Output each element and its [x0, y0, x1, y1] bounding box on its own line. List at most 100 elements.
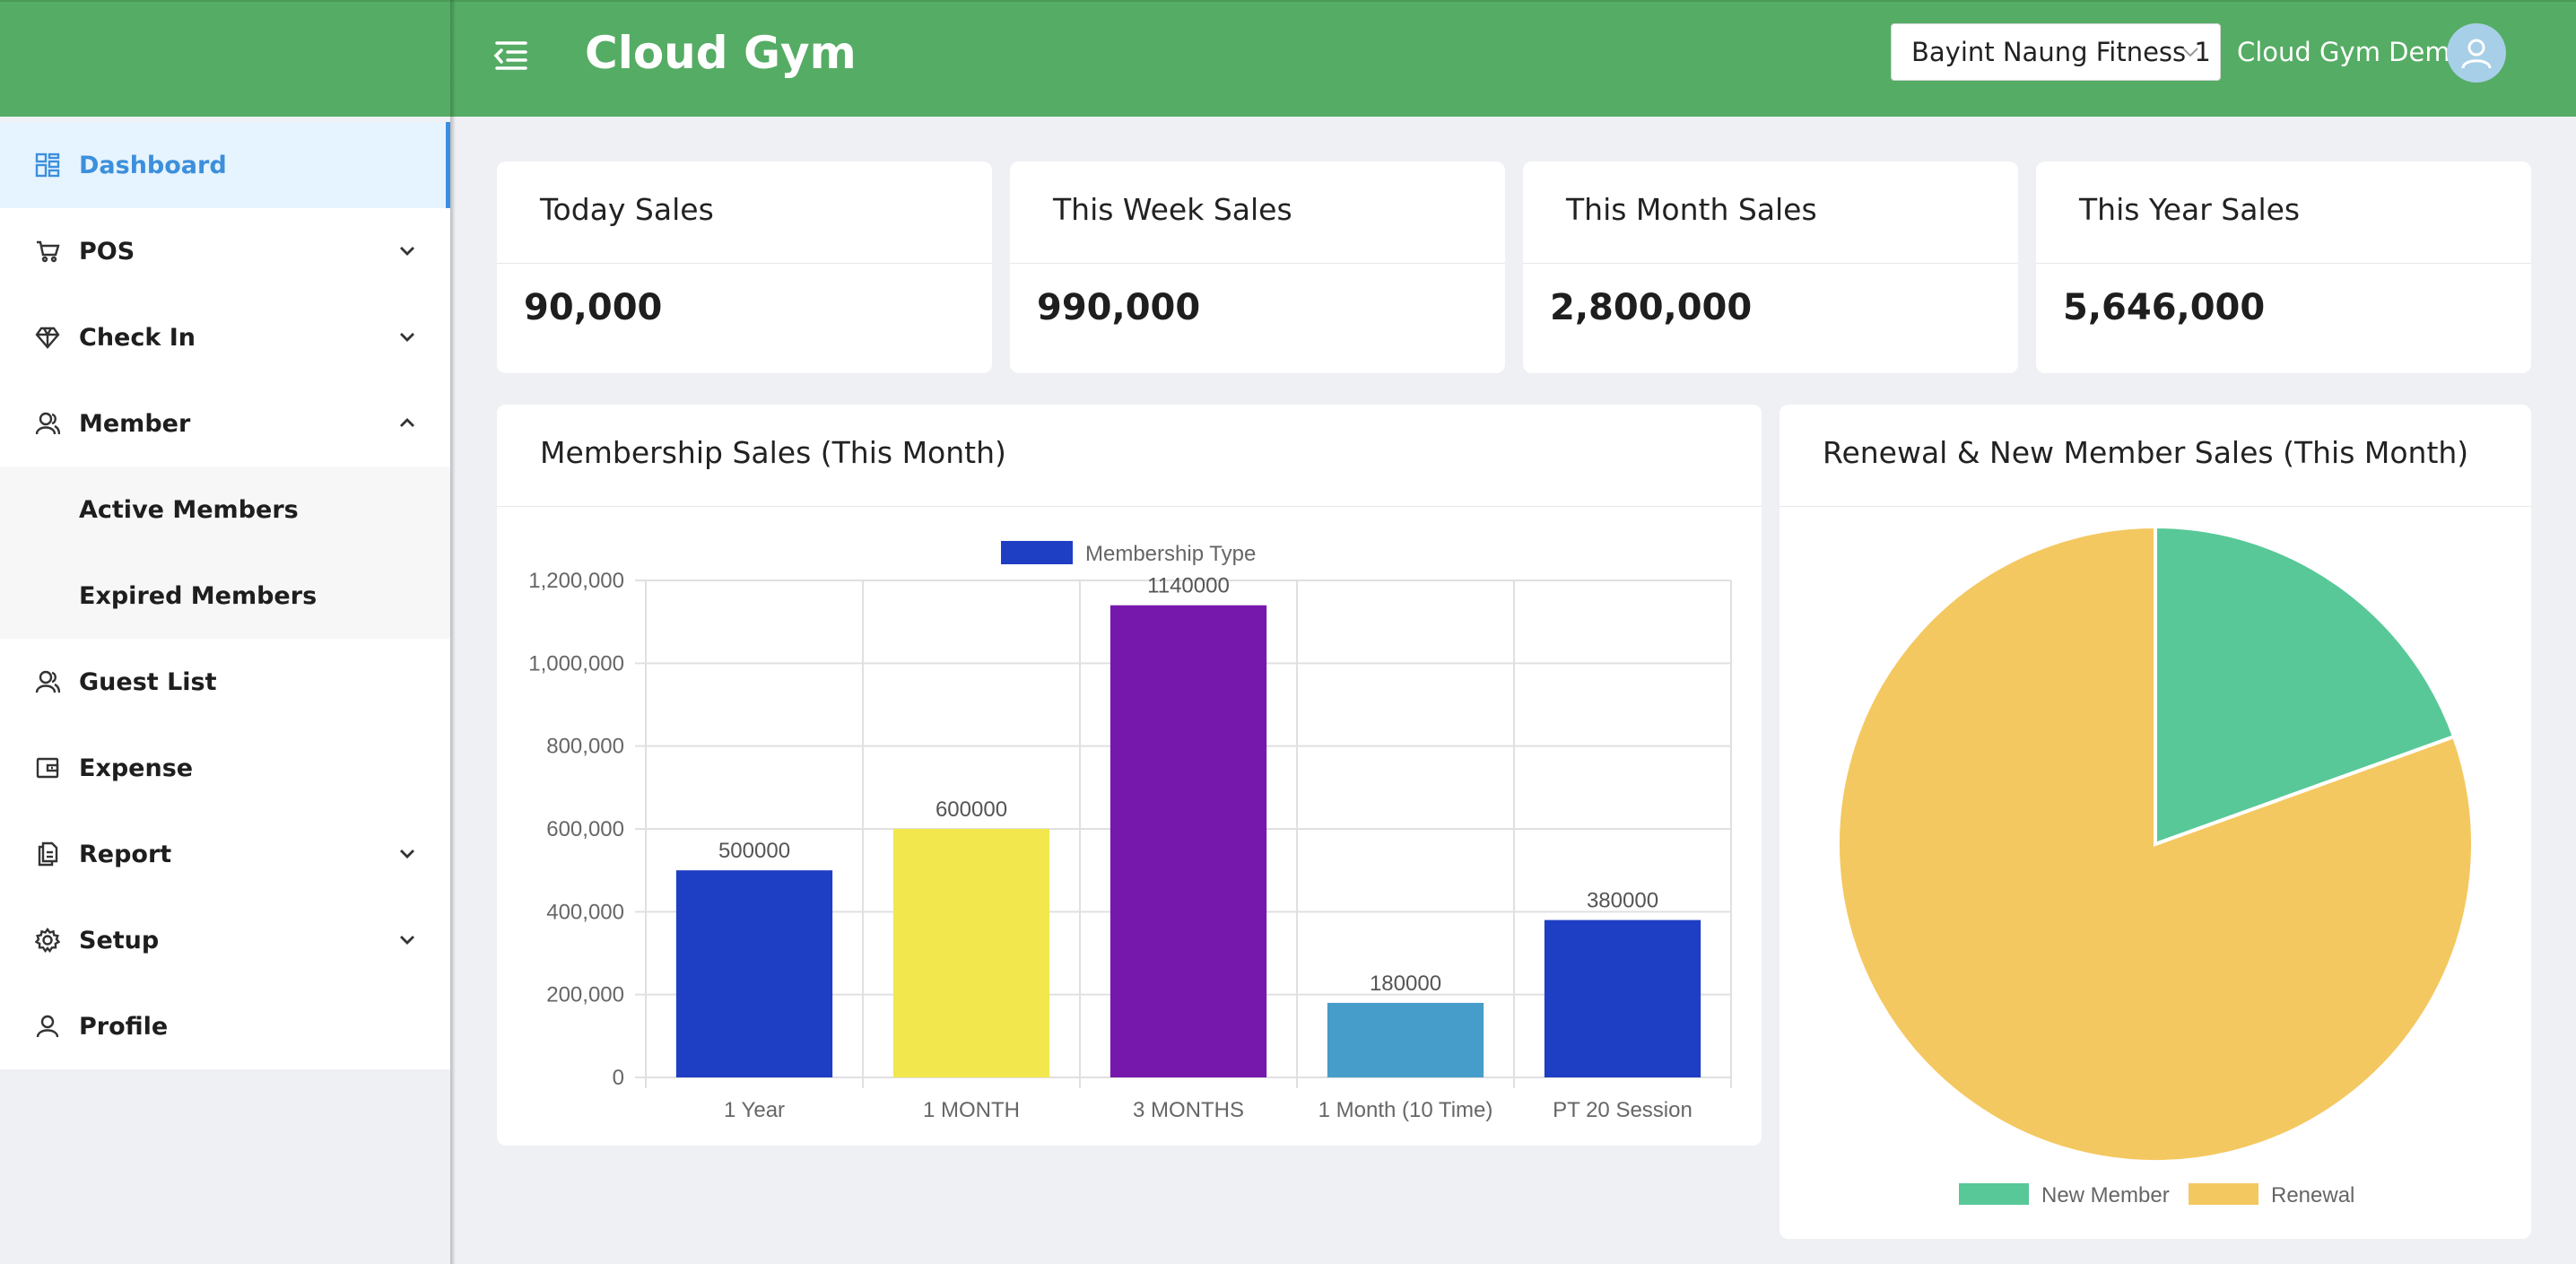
sidebar-item-setup[interactable]: Setup: [0, 897, 450, 983]
branch-select-value: Bayint Naung Fitness 1: [1911, 37, 2211, 67]
divider: [497, 506, 1762, 507]
chevron-down-icon: [2182, 48, 2198, 57]
bar[interactable]: [1327, 1002, 1484, 1077]
chevron-down-icon: [400, 936, 414, 945]
sidebar-item-member[interactable]: Member: [0, 380, 450, 466]
y-tick-label: 800,000: [546, 735, 624, 759]
pie-slice[interactable]: [2154, 524, 2457, 847]
x-tick-label: PT 20 Session: [1553, 1098, 1693, 1122]
x-tick-label: 1 Year: [724, 1098, 785, 1122]
side-menu: Dashboard POS Check In: [0, 122, 450, 1069]
sidebar-item-label: Report: [79, 840, 172, 868]
y-tick-label: 600,000: [546, 817, 624, 841]
bar[interactable]: [675, 870, 833, 1077]
users-icon: [32, 667, 63, 697]
top-bar: Cloud Gym Bayint Naung Fitness 1 Cloud G…: [0, 0, 2576, 117]
legend-label[interactable]: New Member: [2041, 1183, 2170, 1207]
diamond-icon: [32, 322, 63, 353]
legend-swatch[interactable]: [2189, 1183, 2258, 1205]
sidebar-item-report[interactable]: Report: [0, 811, 450, 897]
bar-value-label: 500000: [718, 839, 790, 863]
member-submenu: Active Members Expired Members: [0, 466, 450, 639]
sidebar-item-label: Expense: [79, 754, 194, 782]
x-tick-label: 1 Month (10 Time): [1318, 1098, 1493, 1122]
x-tick-label: 3 MONTHS: [1133, 1098, 1244, 1122]
sidebar-item-label: Guest List: [79, 667, 217, 696]
sidebar-item-label: Member: [79, 409, 191, 438]
sidebar-item-label: Check In: [79, 323, 196, 352]
avatar[interactable]: [2447, 23, 2506, 83]
sidebar-item-label: POS: [79, 237, 135, 266]
stat-value: 990,000: [1037, 287, 1201, 328]
bar-value-label: 380000: [1587, 889, 1658, 913]
stat-card-today: Today Sales 90,000: [497, 161, 992, 373]
sidebar-subitem-active-members[interactable]: Active Members: [79, 495, 299, 524]
stat-value: 2,800,000: [1550, 287, 1753, 328]
bar[interactable]: [892, 829, 1050, 1077]
sidebar: Dashboard POS Check In: [0, 117, 450, 1264]
legend-label[interactable]: Membership Type: [1085, 542, 1256, 566]
bar-value-label: 600000: [936, 798, 1007, 822]
report-icon: [32, 839, 63, 869]
stat-title: Today Sales: [540, 192, 714, 227]
legend-swatch[interactable]: [1001, 541, 1073, 564]
dashboard-icon: [32, 150, 63, 180]
renewal-pie-chart: New Member Renewal: [1836, 524, 2475, 1207]
bar-value-label: 1140000: [1147, 574, 1230, 598]
y-tick-label: 1,000,000: [528, 651, 624, 676]
y-tick-label: 0: [613, 1066, 624, 1090]
bar[interactable]: [1110, 605, 1267, 1077]
y-tick-label: 400,000: [546, 900, 624, 924]
app-title: Cloud Gym: [585, 27, 857, 79]
sidebar-item-label: Dashboard: [79, 151, 227, 179]
pie-slice[interactable]: [1836, 524, 2475, 1164]
bar[interactable]: [1544, 920, 1701, 1077]
divider: [2036, 263, 2531, 264]
user-avatar-icon: [2461, 39, 2492, 69]
stat-card-week: This Week Sales 990,000: [1010, 161, 1505, 373]
y-tick-label: 200,000: [546, 983, 624, 1007]
y-tick-label: 1,200,000: [528, 569, 624, 593]
divider: [1010, 263, 1505, 264]
sidebar-item-check-in[interactable]: Check In: [0, 294, 450, 380]
branch-select[interactable]: Bayint Naung Fitness 1: [1891, 23, 2221, 81]
sidebar-item-dashboard[interactable]: Dashboard: [0, 122, 450, 208]
sidebar-item-expense[interactable]: Expense: [0, 725, 450, 811]
legend-swatch[interactable]: [1959, 1183, 2029, 1205]
sidebar-divider: [450, 0, 456, 1264]
chevron-down-icon: [400, 333, 414, 342]
sidebar-item-label: Profile: [79, 1012, 169, 1041]
membership-bar-chart: 0 200,000 400,000 600,000 800,000 1,000,000 1,…: [528, 541, 1732, 1122]
divider: [1780, 506, 2531, 507]
stat-title: This Year Sales: [2079, 192, 2301, 227]
membership-sales-panel: Membership Sales (This Month) 0 200,000 40…: [497, 405, 1762, 1146]
chevron-down-icon: [400, 850, 414, 859]
divider: [1523, 263, 2018, 264]
menu-fold-icon[interactable]: [492, 38, 531, 74]
sidebar-item-label: Setup: [79, 926, 160, 955]
panel-title: Membership Sales (This Month): [540, 435, 1006, 470]
wallet-icon: [32, 753, 63, 783]
cart-icon: [32, 236, 63, 266]
stat-value: 90,000: [524, 287, 663, 328]
legend-label[interactable]: Renewal: [2271, 1183, 2354, 1207]
panel-title: Renewal & New Member Sales (This Month): [1823, 435, 2469, 470]
divider: [497, 263, 992, 264]
user-icon: [32, 1011, 63, 1042]
brand-area: [0, 2, 450, 117]
stat-card-year: This Year Sales 5,646,000: [2036, 161, 2531, 373]
stat-title: This Month Sales: [1566, 192, 1817, 227]
sidebar-subitem-expired-members[interactable]: Expired Members: [79, 581, 318, 610]
renewal-new-sales-panel: Renewal & New Member Sales (This Month) …: [1780, 405, 2531, 1239]
x-tick-label: 1 MONTH: [923, 1098, 1020, 1122]
gear-icon: [32, 925, 63, 955]
sidebar-item-guest-list[interactable]: Guest List: [0, 639, 450, 725]
users-icon: [32, 408, 63, 439]
sidebar-item-pos[interactable]: POS: [0, 208, 450, 294]
chevron-up-icon: [400, 418, 414, 427]
sidebar-item-profile[interactable]: Profile: [0, 983, 450, 1069]
user-name[interactable]: Cloud Gym Demo: [2237, 37, 2467, 67]
stat-card-month: This Month Sales 2,800,000: [1523, 161, 2018, 373]
bar-value-label: 180000: [1370, 972, 1441, 996]
stat-title: This Week Sales: [1053, 192, 1292, 227]
